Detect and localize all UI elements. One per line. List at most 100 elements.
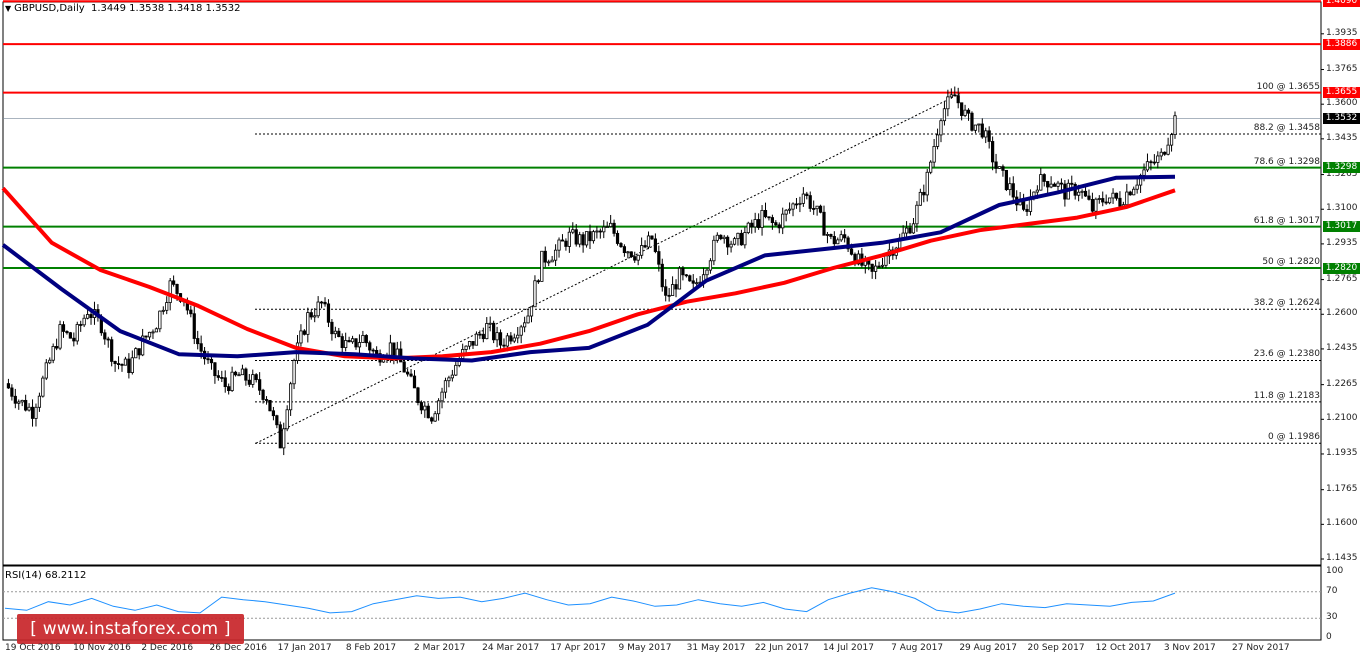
candle-body [443,380,448,393]
candle-body [481,333,485,340]
collapse-arrow-icon[interactable]: ▼ [5,4,12,13]
candle-body [161,309,165,312]
candle-body [206,358,210,361]
candle-body [646,235,651,248]
x-tick-label: 22 Jun 2017 [754,643,809,653]
candle-body [1142,169,1146,176]
rsi-series [3,587,1321,619]
candle-body [289,383,293,411]
candle-body [1090,198,1095,212]
candle-body [667,294,671,297]
y-tick-label: 1.1765 [1326,483,1358,494]
candle-body [836,239,840,245]
candle-body [677,267,682,290]
candle-body [801,193,805,204]
x-tick-label: 10 Nov 2016 [73,643,131,653]
x-tick-label: 17 Jan 2017 [277,643,332,653]
candle-body [337,330,341,337]
candle-body [464,345,468,350]
candle-body [10,387,14,397]
candle-body [347,340,351,343]
candle-body [213,362,217,377]
candle-body [1001,166,1005,171]
y-tick-label: 1.1600 [1326,518,1358,529]
candle-body [423,405,427,411]
y-tick-label: 1.2100 [1326,413,1358,424]
candle-body [729,243,733,248]
y-tick-label: 1.3435 [1326,132,1358,143]
candle-body [285,409,289,430]
candle-body [485,323,489,340]
candle-body [925,171,929,196]
candle-body [244,368,248,381]
candle-body [412,375,417,389]
candle-body [932,146,936,163]
x-tick-label: 9 May 2017 [618,643,672,653]
candle-body [977,123,981,126]
candle-body [884,255,888,266]
candle-body [361,335,365,343]
candle-body [935,134,940,147]
fibo-label: 88.2 @ 1.3458 [1253,123,1320,134]
candle-body [825,234,830,236]
y-tick-label: 1.2600 [1326,308,1358,319]
watermark-text: www.instaforex.com [42,619,219,639]
candle-body [622,246,627,254]
candle-body [1049,183,1053,188]
candle-body [615,232,620,244]
candle-body [147,331,152,338]
candle-body [626,251,630,254]
candle-body [787,208,792,211]
candle-body [55,346,59,349]
candle-body [154,328,159,333]
candle-body [1080,190,1084,193]
candle-body [963,109,967,116]
x-tick-label: 20 Sep 2017 [1027,643,1085,653]
rsi-line [4,587,1176,614]
candle-body [51,346,55,361]
candle-body [715,234,719,241]
y-tick-label: 1.2265 [1326,378,1358,389]
ma-fast-line [1,174,1176,363]
candle-body [357,342,362,348]
candle-body [550,259,554,263]
candle-body [189,309,193,315]
candle-body [719,234,723,240]
candle-body [1118,197,1122,207]
candle-body [254,374,258,381]
candle-body [278,424,282,449]
candle-body [829,234,833,237]
candle-body [636,254,640,261]
candle-body [151,331,155,334]
x-tick-label: 19 Oct 2016 [5,643,61,653]
candle-body [760,209,764,228]
candles [6,86,1177,456]
candle-body [567,231,571,247]
candle-body [58,324,62,349]
candle-body [987,130,991,142]
resistance-price-tag: 1.3886 [1323,38,1360,50]
resistance-price-tag: 1.4090 [1323,0,1360,7]
candle-body [739,232,744,246]
x-tick-label: 27 Nov 2017 [1232,643,1290,653]
candle-body [849,248,854,255]
candle-body [574,229,578,245]
candle-body [113,361,117,364]
x-tick-label: 3 Nov 2017 [1163,643,1216,653]
candle-body [874,265,878,272]
candle-body [640,245,644,256]
candle-body [364,335,368,344]
candle-body [1004,169,1008,191]
candle-body [660,263,664,288]
candle-body [172,280,176,285]
candle-body [436,400,441,415]
candle-body [674,284,678,290]
candle-body [416,387,420,403]
candle-body [681,267,685,276]
candle-body [1128,191,1132,196]
candle-body [519,326,523,336]
symbol-label: GBPUSD,Daily [14,3,85,14]
candle-body [375,349,379,354]
candle-body [388,342,393,356]
